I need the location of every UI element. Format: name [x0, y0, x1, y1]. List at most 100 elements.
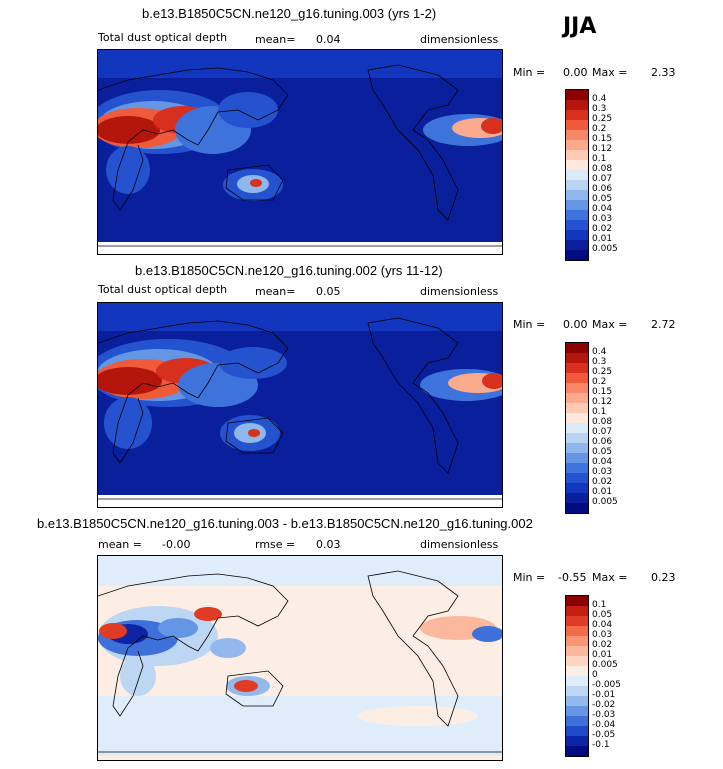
colorbar-label: 0.1 — [592, 600, 607, 610]
colorbar-swatch — [566, 453, 588, 463]
panel-1-mean-value: 0.04 — [316, 33, 341, 46]
colorbar-swatch — [566, 150, 588, 160]
colorbar-swatch — [566, 606, 588, 616]
colorbar-swatch — [566, 726, 588, 736]
colorbar-swatch — [566, 230, 588, 240]
colorbar-swatch — [566, 443, 588, 453]
panel-3-colorbar — [565, 595, 589, 757]
colorbar-label: 0.05 — [592, 194, 613, 204]
panel-1-min-value: 0.00 — [563, 66, 588, 79]
colorbar-swatch — [566, 656, 588, 666]
colorbar-swatch — [566, 90, 588, 100]
colorbar-swatch — [566, 473, 588, 483]
colorbar-label: 0.04 — [592, 204, 613, 214]
colorbar-label: 0.06 — [592, 437, 613, 447]
colorbar-swatch — [566, 403, 588, 413]
season-label: JJA — [563, 14, 597, 39]
panel-1-max-value: 2.33 — [651, 66, 676, 79]
panel-3-min-label: Min = — [513, 571, 546, 584]
colorbar-label: 0.03 — [592, 214, 613, 224]
panel-3-rmse-value: 0.03 — [316, 538, 341, 551]
colorbar-label: 0 — [592, 670, 598, 680]
panel-3-mean-label: mean = — [98, 538, 142, 551]
colorbar-label: 0.03 — [592, 630, 613, 640]
colorbar-swatch — [566, 383, 588, 393]
colorbar-label: 0.07 — [592, 174, 613, 184]
colorbar-swatch — [566, 636, 588, 646]
colorbar-swatch — [566, 140, 588, 150]
panel-1-min-label: Min = — [513, 66, 546, 79]
panel-3-max-label: Max = — [592, 571, 628, 584]
colorbar-label: 0.07 — [592, 427, 613, 437]
colorbar-swatch — [566, 503, 588, 513]
panel-1-units: dimensionless — [420, 33, 499, 46]
panel-2-title: b.e13.B1850C5CN.ne120_g16.tuning.002 (yr… — [135, 263, 443, 278]
panel-3-title: b.e13.B1850C5CN.ne120_g16.tuning.003 - b… — [37, 516, 533, 531]
panel-2-min-label: Min = — [513, 318, 546, 331]
colorbar-label: 0.005 — [592, 244, 618, 254]
colorbar-label: 0.25 — [592, 367, 613, 377]
colorbar-swatch — [566, 716, 588, 726]
colorbar-swatch — [566, 493, 588, 503]
panel-3-map — [97, 555, 503, 761]
colorbar-label: 0.04 — [592, 620, 613, 630]
panel-2-variable: Total dust optical depth — [98, 283, 228, 296]
colorbar-label: -0.02 — [592, 700, 616, 710]
colorbar-swatch — [566, 250, 588, 260]
panel-2-min-value: 0.00 — [563, 318, 588, 331]
colorbar-swatch — [566, 626, 588, 636]
colorbar-label: 0.02 — [592, 224, 613, 234]
colorbar-swatch — [566, 596, 588, 606]
panel-2-mean-label: mean= — [255, 285, 296, 298]
colorbar-label: 0.15 — [592, 134, 613, 144]
colorbar-label: 0.2 — [592, 124, 607, 134]
colorbar-swatch — [566, 746, 588, 756]
colorbar-swatch — [566, 706, 588, 716]
panel-1-max-label: Max = — [592, 66, 628, 79]
colorbar-swatch — [566, 110, 588, 120]
colorbar-label: 0.1 — [592, 154, 607, 164]
colorbar-swatch — [566, 190, 588, 200]
colorbar-label: 0.02 — [592, 640, 613, 650]
colorbar-swatch — [566, 646, 588, 656]
colorbar-swatch — [566, 696, 588, 706]
colorbar-label: -0.01 — [592, 690, 616, 700]
panel-1-title: b.e13.B1850C5CN.ne120_g16.tuning.003 (yr… — [142, 6, 437, 21]
colorbar-label: 0.4 — [592, 347, 607, 357]
colorbar-label: 0.06 — [592, 184, 613, 194]
colorbar-label: 0.01 — [592, 487, 613, 497]
colorbar-label: 0.1 — [592, 407, 607, 417]
colorbar-swatch — [566, 666, 588, 676]
colorbar-swatch — [566, 210, 588, 220]
colorbar-swatch — [566, 130, 588, 140]
panel-2-units: dimensionless — [420, 285, 499, 298]
colorbar-swatch — [566, 170, 588, 180]
colorbar-label: 0.05 — [592, 447, 613, 457]
colorbar-swatch — [566, 343, 588, 353]
colorbar-label: -0.005 — [592, 680, 622, 690]
panel-3-units: dimensionless — [420, 538, 499, 551]
panel-1-variable: Total dust optical depth — [98, 31, 228, 44]
colorbar-swatch — [566, 200, 588, 210]
colorbar-label: -0.1 — [592, 740, 610, 750]
colorbar-swatch — [566, 240, 588, 250]
colorbar-label: 0.3 — [592, 104, 607, 114]
colorbar-swatch — [566, 433, 588, 443]
panel-3-min-value: -0.55 — [558, 571, 587, 584]
colorbar-label: 0.08 — [592, 164, 613, 174]
colorbar-label: -0.04 — [592, 720, 616, 730]
colorbar-swatch — [566, 676, 588, 686]
colorbar-swatch — [566, 616, 588, 626]
colorbar-swatch — [566, 363, 588, 373]
colorbar-swatch — [566, 483, 588, 493]
colorbar-swatch — [566, 463, 588, 473]
panel-2-max-label: Max = — [592, 318, 628, 331]
colorbar-label: 0.01 — [592, 234, 613, 244]
colorbar-label: 0.05 — [592, 610, 613, 620]
colorbar-swatch — [566, 686, 588, 696]
panel-2-max-value: 2.72 — [651, 318, 676, 331]
colorbar-label: 0.03 — [592, 467, 613, 477]
panel-3-mean-value: -0.00 — [162, 538, 191, 551]
colorbar-swatch — [566, 180, 588, 190]
colorbar-swatch — [566, 100, 588, 110]
